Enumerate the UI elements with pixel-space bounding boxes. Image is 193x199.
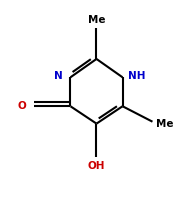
Text: Me: Me [156,119,174,129]
Text: Me: Me [88,15,105,25]
Text: O: O [17,101,26,111]
Text: N: N [54,71,63,81]
Text: OH: OH [88,161,105,171]
Text: NH: NH [128,71,146,81]
